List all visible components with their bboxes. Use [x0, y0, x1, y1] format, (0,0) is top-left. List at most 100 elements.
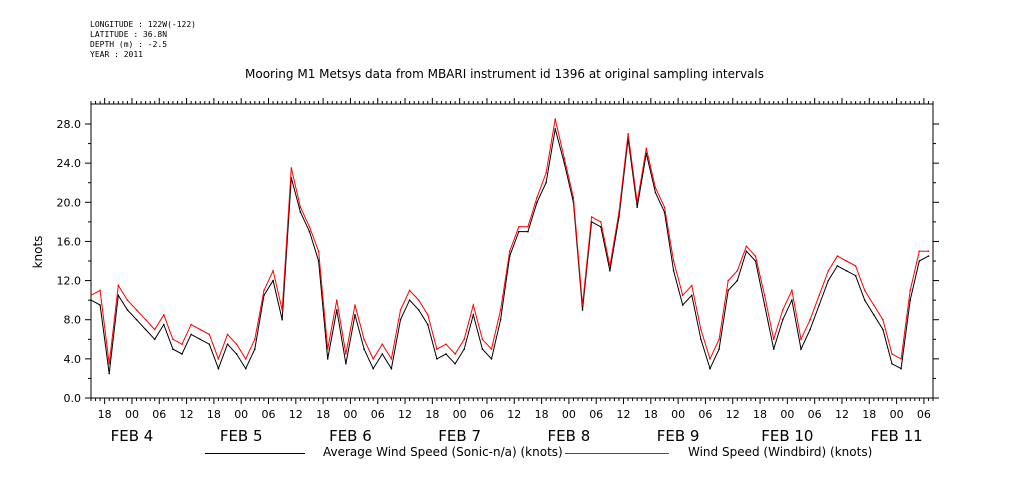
data-point	[863, 289, 866, 292]
data-point	[772, 338, 775, 341]
data-point	[690, 294, 693, 297]
data-point	[800, 338, 802, 341]
data-point	[873, 314, 875, 316]
data-point	[527, 230, 529, 233]
legend-swatch-windbird	[565, 453, 669, 454]
data-point	[782, 318, 784, 321]
data-point	[417, 299, 420, 301]
x-date-label: FEB 4	[111, 427, 154, 445]
data-point	[172, 348, 174, 350]
series-layer	[90, 118, 930, 375]
x-hour-label: 00	[562, 408, 576, 421]
data-point	[254, 348, 256, 350]
data-point	[754, 260, 757, 262]
data-point	[918, 260, 921, 262]
legend: Average Wind Speed (Sonic-n/a) (knots) W…	[0, 444, 1009, 464]
data-point	[153, 328, 156, 331]
data-point	[372, 367, 374, 370]
data-point	[645, 147, 648, 150]
y-tick-label: 0.0	[64, 392, 82, 405]
x-hour-label: 18	[862, 408, 876, 421]
data-point	[217, 367, 220, 370]
x-hour-label: 12	[835, 408, 849, 421]
data-point	[536, 196, 538, 199]
data-point	[427, 314, 429, 316]
x-hour-label: 00	[343, 408, 357, 421]
data-point	[818, 294, 821, 297]
data-point	[745, 245, 748, 248]
data-point	[481, 348, 484, 350]
data-point	[172, 338, 174, 341]
data-point	[272, 269, 274, 272]
data-point	[909, 289, 912, 292]
data-point	[117, 284, 120, 287]
data-point	[117, 294, 120, 297]
data-point	[554, 118, 557, 120]
data-point	[782, 309, 784, 311]
legend-label-windbird: Wind Speed (Windbird) (knots)	[688, 445, 873, 459]
plot-frame	[90, 103, 934, 399]
data-point	[636, 206, 638, 208]
series-line-1	[90, 118, 929, 364]
data-point	[163, 314, 165, 316]
depth-text: DEPTH (m) : -2.5	[90, 40, 168, 49]
header-metadata: LONGITUDE : 122W(-122) LATITUDE : 36.8N …	[90, 20, 196, 60]
data-point	[135, 318, 138, 321]
x-hour-label: 18	[98, 408, 112, 421]
longitude-text: LONGITUDE : 122W(-122)	[90, 20, 196, 29]
x-date-label: FEB 9	[657, 427, 700, 445]
data-point	[144, 318, 147, 321]
data-point	[281, 309, 283, 311]
x-hour-label: 06	[698, 408, 712, 421]
data-point	[581, 309, 584, 311]
data-point	[408, 289, 411, 292]
data-point	[399, 318, 402, 321]
data-point	[709, 358, 711, 360]
data-point	[272, 279, 274, 282]
x-hour-label: 12	[507, 408, 521, 421]
x-hour-label: 00	[453, 408, 467, 421]
data-point	[818, 304, 821, 306]
data-point	[326, 348, 329, 350]
data-point	[809, 328, 811, 331]
x-axis: 18 00 06 12 18 00 06 12 18 00 06 12 18 00 06 12 18 00 06 12…	[90, 98, 934, 445]
data-point	[199, 338, 202, 341]
data-point	[308, 225, 311, 228]
data-point	[636, 201, 638, 204]
data-point	[599, 221, 602, 223]
x-hour-label: 00	[234, 408, 248, 421]
data-point	[372, 358, 374, 360]
data-point	[599, 225, 602, 228]
data-point	[700, 328, 702, 331]
data-point	[745, 250, 748, 253]
latitude-text: LATITUDE : 36.8N	[90, 30, 168, 39]
data-point	[518, 230, 520, 233]
data-point	[618, 211, 620, 213]
x-hour-label: 18	[753, 408, 767, 421]
data-point	[90, 294, 92, 297]
data-point	[581, 304, 584, 306]
x-date-label: FEB 7	[438, 427, 481, 445]
data-point	[918, 250, 921, 253]
data-point	[827, 279, 830, 282]
data-point	[244, 367, 247, 370]
x-hour-label: 18	[425, 408, 439, 421]
data-point	[627, 132, 629, 135]
data-point	[882, 318, 884, 321]
data-point	[718, 338, 720, 341]
data-point	[363, 338, 365, 341]
data-point	[499, 309, 502, 311]
data-point	[681, 304, 684, 306]
data-point	[836, 265, 839, 267]
data-point	[590, 216, 593, 218]
data-point	[481, 338, 484, 341]
x-hour-label: 18	[535, 408, 549, 421]
data-point	[700, 338, 702, 341]
data-point	[381, 353, 384, 355]
x-hour-label: 06	[152, 408, 166, 421]
data-point	[108, 372, 111, 375]
data-point	[345, 353, 347, 355]
data-point	[445, 353, 447, 355]
data-point	[900, 358, 902, 360]
data-point	[326, 358, 329, 360]
